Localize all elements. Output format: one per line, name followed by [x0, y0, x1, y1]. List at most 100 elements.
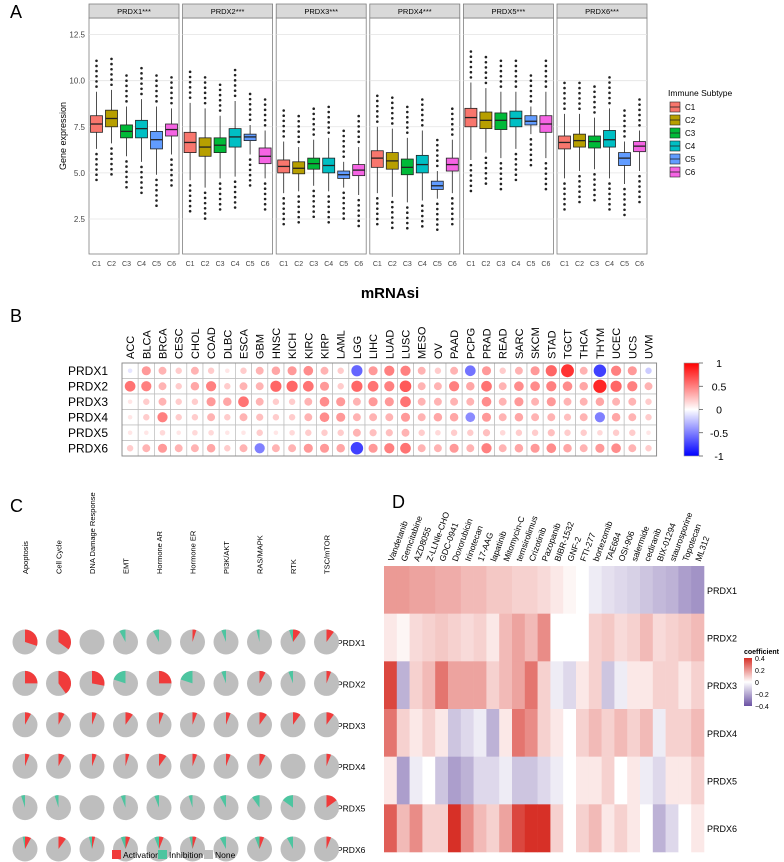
colorbar-tick-label: 1	[716, 358, 722, 370]
heat-cell	[460, 709, 474, 757]
correlation-dot	[481, 380, 492, 392]
pie-chart	[280, 670, 306, 696]
outlier-point	[578, 86, 581, 90]
outlier-point	[391, 96, 394, 99]
outlier-point	[248, 108, 252, 111]
outlier-point	[391, 117, 394, 120]
outlier-point	[469, 184, 473, 188]
outlier-point	[357, 214, 361, 217]
correlation-dot	[418, 429, 425, 436]
pie-slice	[192, 753, 198, 767]
heat-cell	[448, 613, 462, 662]
outlier-point	[563, 91, 566, 95]
pie-slice	[192, 712, 198, 725]
outlier-point	[170, 96, 173, 100]
facet-title: PRDX4***	[398, 7, 432, 16]
column-label: SARC	[514, 328, 526, 359]
correlation-dot	[286, 380, 298, 392]
correlation-dot	[191, 398, 199, 405]
heat-cell	[486, 756, 500, 805]
outlier-point	[170, 168, 173, 172]
outlier-point	[421, 98, 424, 101]
correlation-dot	[498, 382, 507, 391]
correlation-dot	[546, 397, 556, 407]
heat-cell	[524, 804, 538, 853]
correlation-dot	[256, 413, 264, 421]
outlier-point	[263, 208, 267, 211]
box-body	[370, 150, 384, 168]
outlier-point	[233, 185, 237, 189]
pie-chart	[314, 836, 339, 862]
outlier-point	[233, 195, 237, 199]
heat-cell	[396, 709, 410, 757]
outlier-point	[451, 212, 454, 216]
heat-cell	[435, 709, 449, 757]
outlier-point	[514, 69, 518, 73]
correlation-dot	[141, 381, 152, 392]
pie-slice	[326, 795, 337, 808]
outlier-point	[125, 170, 128, 174]
pie-legend: Activation Inhibition None	[112, 850, 236, 860]
outlier-point	[514, 74, 518, 78]
heat-cell	[550, 661, 564, 710]
pie-slice	[25, 670, 38, 684]
correlation-dot	[159, 429, 166, 436]
correlation-dot	[255, 397, 264, 406]
outlier-point	[391, 216, 394, 219]
pie-chart	[247, 712, 272, 738]
outlier-point	[499, 80, 503, 83]
outlier-point	[529, 89, 533, 93]
outlier-point	[233, 94, 237, 98]
outlier-point	[170, 163, 173, 167]
correlation-dot	[127, 368, 133, 374]
outlier-point	[263, 182, 267, 185]
pie-slice	[289, 629, 293, 642]
outlier-point	[608, 197, 611, 201]
box-body	[603, 130, 616, 148]
correlation-dot	[175, 414, 182, 421]
heat-cell	[678, 756, 692, 805]
heat-cell	[396, 613, 410, 662]
x-tick-label: C3	[309, 261, 318, 268]
correlation-dot	[593, 364, 607, 377]
outlier-point	[623, 129, 626, 133]
outlier-point	[499, 59, 503, 63]
outlier-point	[203, 191, 207, 195]
outlier-point	[391, 111, 394, 115]
correlation-dot	[514, 366, 523, 375]
outlier-point	[499, 161, 503, 165]
outlier-point	[203, 86, 207, 89]
pie-slice	[259, 753, 266, 767]
heat-cell	[691, 804, 705, 853]
heat-cell	[409, 613, 423, 662]
correlation-dot	[595, 443, 605, 453]
outlier-point	[391, 205, 394, 209]
correlation-dot	[515, 429, 523, 436]
outlier-point	[499, 69, 503, 73]
correlation-dot	[239, 382, 248, 391]
outlier-point	[357, 119, 361, 123]
outlier-point	[125, 89, 128, 93]
pie-slice	[221, 629, 226, 642]
heat-cell	[588, 804, 602, 853]
outlier-point	[451, 112, 454, 116]
outlier-point	[436, 164, 439, 168]
correlation-dot	[514, 397, 524, 407]
correlation-dot	[384, 443, 395, 454]
heat-cell	[652, 756, 666, 805]
heat-cell	[563, 709, 577, 757]
outlier-point	[544, 69, 548, 73]
outlier-point	[593, 85, 596, 88]
correlation-dot	[562, 381, 573, 392]
outlier-point	[203, 91, 207, 95]
heat-cell	[550, 709, 564, 757]
outlier-point	[140, 77, 143, 80]
correlation-dot	[190, 366, 199, 375]
outlier-point	[578, 97, 581, 100]
outlier-point	[282, 207, 286, 210]
box-C5	[150, 74, 163, 207]
outlier-point	[406, 131, 409, 134]
correlation-dot	[158, 397, 167, 406]
x-tick-label: C6	[261, 261, 270, 268]
outlier-point	[514, 85, 518, 88]
